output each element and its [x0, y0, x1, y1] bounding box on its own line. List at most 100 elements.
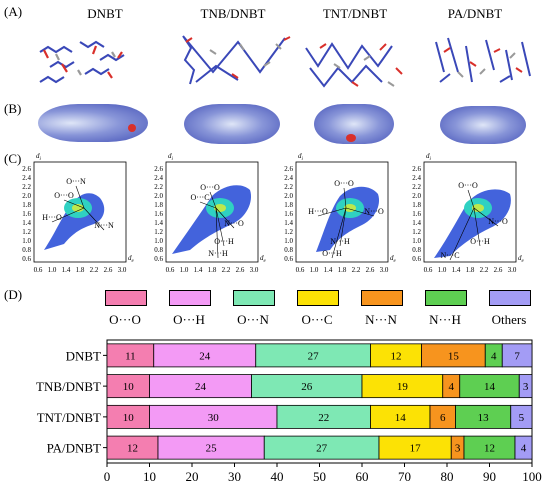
fingerprint-y-tick: 2.0	[284, 192, 293, 200]
fingerprint-x-tick: 0.6	[424, 266, 433, 274]
bar-data-label: 24	[195, 381, 207, 393]
fingerprint-y-tick: 2.4	[22, 174, 31, 182]
legend-label: N···H	[429, 312, 461, 327]
fingerprint-x-tick: 2.2	[222, 266, 231, 274]
fingerprint-y-tick: 0.8	[22, 246, 31, 254]
legend-swatch	[361, 290, 403, 306]
hirshfeld-surface-tnb-dnbt	[184, 104, 280, 144]
category-label: TNB/DNBT	[36, 379, 101, 394]
fingerprint-x-tick: 1.4	[452, 266, 461, 274]
fingerprint-annotation: O···C	[190, 193, 209, 202]
annotation-leader	[331, 207, 347, 259]
fingerprint-y-tick: 1.6	[22, 210, 31, 218]
fingerprint-x-tick: 1.4	[62, 266, 71, 274]
bar-data-label: 3	[523, 381, 529, 393]
annotation-leader	[63, 199, 85, 209]
fingerprint-y-tick: 1.0	[154, 237, 163, 245]
fingerprint-annotation: O···O	[200, 183, 220, 192]
fingerprint-y-tick: 1.8	[284, 201, 293, 209]
fingerprint-x-tick: 2.2	[352, 266, 361, 274]
fingerprint-y-tick: 0.6	[412, 255, 421, 263]
fingerprint-x-tick: 2.6	[494, 266, 503, 274]
bar-data-label: 4	[491, 350, 497, 362]
fingerprint-axis-de-sub: e	[264, 259, 267, 264]
fingerprint-y-tick: 1.2	[284, 228, 293, 236]
fingerprint-density-peak	[72, 204, 84, 212]
legend-swatch	[489, 290, 531, 306]
category-label: TNT/DNBT	[37, 410, 101, 425]
fingerprint-x-tick: 1.0	[310, 266, 319, 274]
fingerprint-y-tick: 2.6	[22, 165, 31, 173]
panel-label-a: (A)	[4, 4, 23, 19]
annotation-leader	[449, 207, 475, 261]
panel-label-b: (B)	[4, 101, 22, 116]
bar-data-label: 27	[316, 443, 328, 455]
bar-data-label: 6	[440, 412, 446, 424]
fingerprint-y-tick: 1.6	[284, 210, 293, 218]
annotation-leader	[343, 187, 347, 209]
fingerprint-annotation: N···N	[94, 221, 114, 230]
fingerprint-y-tick: 2.4	[284, 174, 293, 182]
hirshfeld-surface-pa-dnbt	[440, 106, 526, 144]
fingerprint-annotation: O···H	[214, 237, 234, 246]
fingerprint-annotation: O···N	[66, 177, 86, 186]
crystal-packing-pa-dnbt	[435, 37, 531, 83]
bar-segment	[514, 435, 533, 460]
legend-label: Others	[491, 312, 527, 327]
column-title-tnt-dnbt: TNT/DNBT	[322, 6, 388, 21]
chart-legend: O···O O···H O···N O···C N···N N···H Others	[0, 290, 550, 352]
legend-label: N···N	[365, 312, 397, 327]
annotation-leader	[215, 207, 235, 229]
legend-swatch	[233, 290, 275, 306]
fingerprint-x-tick: 0.6	[166, 266, 175, 274]
fingerprint-y-tick: 1.0	[22, 237, 31, 245]
fingerprint-axis-di-sub: i	[430, 157, 432, 162]
fingerprint-x-tick: 1.8	[466, 266, 475, 274]
bar-segment	[501, 343, 533, 368]
annotation-leader	[467, 189, 475, 209]
fingerprint-axis-de: de	[390, 254, 397, 264]
fingerprint-density-peak	[472, 204, 484, 212]
fingerprint-y-tick: 1.0	[284, 237, 293, 245]
fingerprint-y-tick: 1.4	[284, 219, 293, 227]
bar-data-label: 12	[391, 350, 402, 362]
bar-data-label: 15	[448, 350, 460, 362]
fingerprint-axis-di: di	[36, 152, 42, 162]
bar-data-label: 12	[484, 443, 495, 455]
fingerprint-axis-di: di	[426, 152, 432, 162]
legend-swatch	[105, 290, 147, 306]
fingerprint-axis-di-sub: i	[40, 157, 42, 162]
fingerprint-y-tick: 2.4	[412, 174, 421, 182]
annotation-leader	[199, 201, 217, 209]
fingerprint-axis-di: di	[168, 152, 174, 162]
fingerprint-x-tick: 1.8	[208, 266, 217, 274]
annotation-leader	[215, 207, 225, 247]
fingerprint-y-tick: 2.0	[154, 192, 163, 200]
panel-label-c: (C)	[4, 151, 22, 166]
annotation-leader	[51, 207, 85, 223]
fingerprint-x-tick: 1.0	[438, 266, 447, 274]
fingerprint-y-tick: 0.8	[154, 246, 163, 254]
bar-data-label: 4	[449, 381, 455, 393]
fingerprint-x-tick: 1.0	[48, 266, 57, 274]
legend-swatch	[297, 290, 339, 306]
fingerprint-x-tick: 3.0	[118, 266, 127, 274]
x-tick-label: 80	[441, 469, 454, 484]
column-title-pa-dnbt: PA/DNBT	[447, 6, 503, 21]
fingerprint-y-tick: 1.4	[412, 219, 421, 227]
x-tick-label: 40	[271, 469, 284, 484]
x-tick-label: 70	[398, 469, 411, 484]
fingerprint-y-tick: 1.8	[154, 201, 163, 209]
fingerprint-x-tick: 1.4	[324, 266, 333, 274]
hirshfeld-surface-dnbt	[38, 104, 148, 142]
fingerprint-y-tick: 2.2	[154, 183, 163, 191]
crystal-packing-images	[39, 35, 531, 88]
x-tick-label: 90	[483, 469, 496, 484]
fingerprint-x-tick: 1.0	[180, 266, 189, 274]
bar-data-label: 27	[308, 350, 320, 362]
bar-data-label: 19	[397, 381, 409, 393]
bar-segment	[518, 374, 533, 399]
fingerprint-x-tick: 0.6	[34, 266, 43, 274]
fingerprint-y-tick: 2.6	[154, 165, 163, 173]
fingerprint-x-tick: 2.2	[90, 266, 99, 274]
